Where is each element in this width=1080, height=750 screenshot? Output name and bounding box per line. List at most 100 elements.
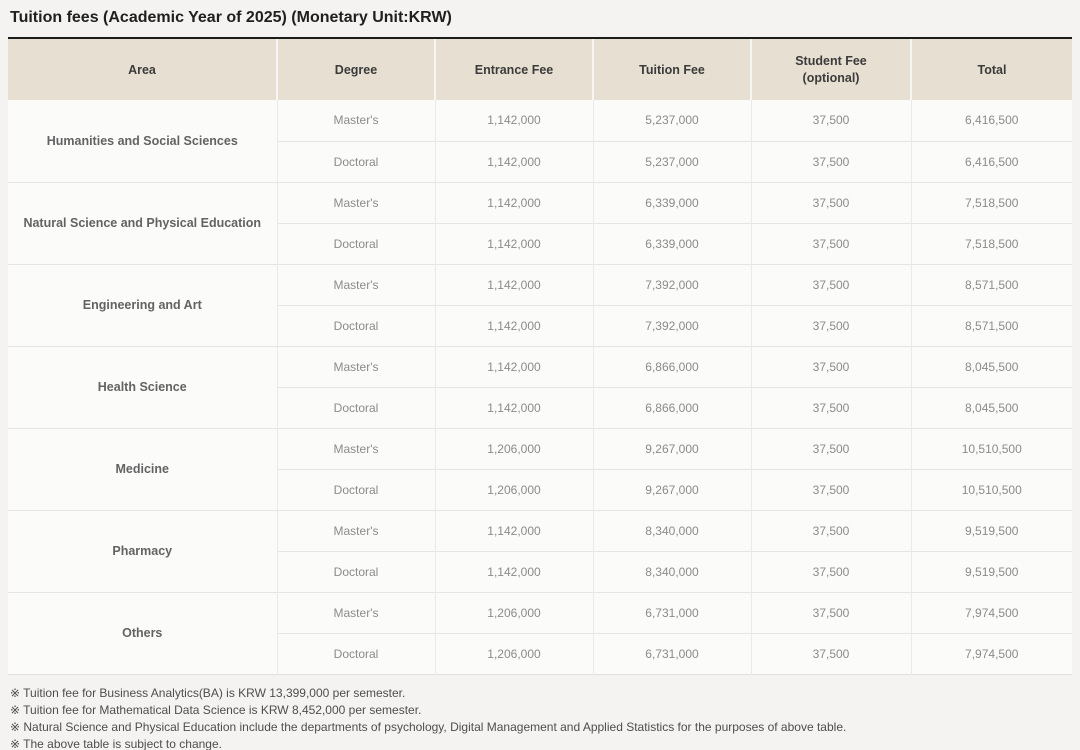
entrance-fee-cell: 1,142,000 — [434, 222, 593, 264]
degree-cell: Master's — [276, 345, 435, 387]
table-row: Doctoral 1,142,000 5,237,000 37,500 6,416,50… — [8, 140, 1072, 182]
tuition-fee-cell: 8,340,000 — [592, 509, 751, 551]
student-fee-cell: 37,500 — [750, 100, 911, 141]
table-row: Medicine Master's 1,206,000 9,267,000 37,500… — [8, 427, 1072, 510]
total-cell: 7,518,500 — [910, 181, 1072, 223]
entrance-fee-cell: 1,142,000 — [434, 263, 593, 305]
total-cell: 7,518,500 — [910, 222, 1072, 264]
degree-cell: Doctoral — [276, 140, 435, 182]
area-cell: Humanities and Social Sciences — [8, 100, 277, 182]
table-header-row: Area Degree Entrance Fee Tuition Fee Student… — [8, 37, 1072, 100]
area-cell: Health Science — [8, 345, 277, 428]
table-row: Doctoral 1,142,000 8,340,000 37,500 9,519,50… — [8, 550, 1072, 592]
table-row: Doctoral 1,206,000 6,731,000 37,500 7,974,50… — [8, 632, 1072, 674]
entrance-fee-cell: 1,142,000 — [434, 100, 593, 141]
student-fee-cell: 37,500 — [750, 509, 911, 551]
area-cell: Pharmacy — [8, 509, 277, 592]
table-row: Engineering and Art Master's 1,142,000 7,39… — [8, 263, 1072, 346]
degree-cell: Master's — [276, 427, 435, 469]
student-fee-cell: 37,500 — [750, 345, 911, 387]
student-fee-cell: 37,500 — [750, 632, 911, 674]
column-header-degree: Degree — [276, 37, 435, 100]
entrance-fee-cell: 1,142,000 — [434, 140, 593, 182]
column-header-total: Total — [910, 37, 1072, 100]
area-cell: Others — [8, 591, 277, 674]
entrance-fee-cell: 1,142,000 — [434, 550, 593, 592]
degree-cell: Doctoral — [276, 386, 435, 428]
tuition-fee-cell: 5,237,000 — [592, 100, 751, 141]
table-row: Others Master's 1,206,000 6,731,000 37,500 7,… — [8, 591, 1072, 674]
table-body: Humanities and Social Sciences Master's 1,… — [8, 100, 1072, 674]
degree-cell: Master's — [276, 263, 435, 305]
table-row: Health Science Master's 1,142,000 6,866,000… — [8, 345, 1072, 428]
degree-cell: Doctoral — [276, 304, 435, 346]
student-fee-cell: 37,500 — [750, 222, 911, 264]
degree-cell: Master's — [276, 591, 435, 633]
entrance-fee-cell: 1,206,000 — [434, 591, 593, 633]
tuition-fee-cell: 6,339,000 — [592, 222, 751, 264]
total-cell: 9,519,500 — [910, 550, 1072, 592]
degree-cell: Doctoral — [276, 222, 435, 264]
student-fee-cell: 37,500 — [750, 468, 911, 510]
degree-cell: Doctoral — [276, 632, 435, 674]
tuition-fees-table: Area Degree Entrance Fee Tuition Fee Student… — [8, 37, 1072, 675]
tuition-fee-cell: 6,866,000 — [592, 345, 751, 387]
page-title: Tuition fees (Academic Year of 2025) (Mo… — [10, 9, 452, 26]
footnotes: ※ Tuition fee for Business Analytics(BA)… — [10, 685, 1070, 750]
entrance-fee-cell: 1,206,000 — [434, 468, 593, 510]
tuition-fee-cell: 6,731,000 — [592, 591, 751, 633]
total-cell: 8,045,500 — [910, 386, 1072, 428]
total-cell: 8,571,500 — [910, 263, 1072, 305]
degree-cell: Master's — [276, 509, 435, 551]
total-cell: 10,510,500 — [910, 427, 1072, 469]
tuition-fee-cell: 6,339,000 — [592, 181, 751, 223]
entrance-fee-cell: 1,142,000 — [434, 304, 593, 346]
area-cell: Engineering and Art — [8, 263, 277, 346]
table-row: Doctoral 1,142,000 6,339,000 37,500 7,518,50… — [8, 222, 1072, 264]
table-header: Area Degree Entrance Fee Tuition Fee Student… — [8, 37, 1072, 100]
total-cell: 6,416,500 — [910, 100, 1072, 141]
table-row: Natural Science and Physical Education Ma… — [8, 181, 1072, 264]
total-cell: 6,416,500 — [910, 140, 1072, 182]
tuition-fee-cell: 7,392,000 — [592, 304, 751, 346]
column-header-student-fee: Student Fee (optional) — [750, 37, 911, 100]
total-cell: 8,045,500 — [910, 345, 1072, 387]
student-fee-cell: 37,500 — [750, 181, 911, 223]
entrance-fee-cell: 1,142,000 — [434, 509, 593, 551]
student-fee-cell: 37,500 — [750, 304, 911, 346]
table-row: Doctoral 1,142,000 6,866,000 37,500 8,045,50… — [8, 386, 1072, 428]
footnote: ※ Natural Science and Physical Education… — [10, 719, 847, 734]
table-row: Humanities and Social Sciences Master's 1,… — [8, 100, 1072, 182]
footnote: ※ Tuition fee for Business Analytics(BA)… — [10, 685, 406, 700]
entrance-fee-cell: 1,206,000 — [434, 632, 593, 674]
tuition-fee-cell: 9,267,000 — [592, 468, 751, 510]
total-cell: 10,510,500 — [910, 468, 1072, 510]
tuition-fee-cell: 9,267,000 — [592, 427, 751, 469]
tuition-fee-cell: 6,866,000 — [592, 386, 751, 428]
tuition-fee-cell: 5,237,000 — [592, 140, 751, 182]
tuition-fee-cell: 7,392,000 — [592, 263, 751, 305]
tuition-fee-cell: 8,340,000 — [592, 550, 751, 592]
total-cell: 8,571,500 — [910, 304, 1072, 346]
entrance-fee-cell: 1,206,000 — [434, 427, 593, 469]
degree-cell: Master's — [276, 100, 435, 141]
degree-cell: Doctoral — [276, 468, 435, 510]
total-cell: 9,519,500 — [910, 509, 1072, 551]
tuition-fee-cell: 6,731,000 — [592, 632, 751, 674]
total-cell: 7,974,500 — [910, 591, 1072, 633]
column-header-area: Area — [8, 37, 277, 100]
table-row: Pharmacy Master's 1,142,000 8,340,000 37,500… — [8, 509, 1072, 592]
degree-cell: Master's — [276, 181, 435, 223]
entrance-fee-cell: 1,142,000 — [434, 181, 593, 223]
student-fee-cell: 37,500 — [750, 140, 911, 182]
area-cell: Medicine — [8, 427, 277, 510]
column-header-entrance-fee: Entrance Fee — [434, 37, 593, 100]
student-fee-cell: 37,500 — [750, 427, 911, 469]
table-row: Doctoral 1,206,000 9,267,000 37,500 10,510,5… — [8, 468, 1072, 510]
footnote: ※ Tuition fee for Mathematical Data Scie… — [10, 702, 422, 717]
entrance-fee-cell: 1,142,000 — [434, 345, 593, 387]
student-fee-cell: 37,500 — [750, 550, 911, 592]
degree-cell: Doctoral — [276, 550, 435, 592]
footnote: ※ The above table is subject to change. — [10, 736, 222, 750]
